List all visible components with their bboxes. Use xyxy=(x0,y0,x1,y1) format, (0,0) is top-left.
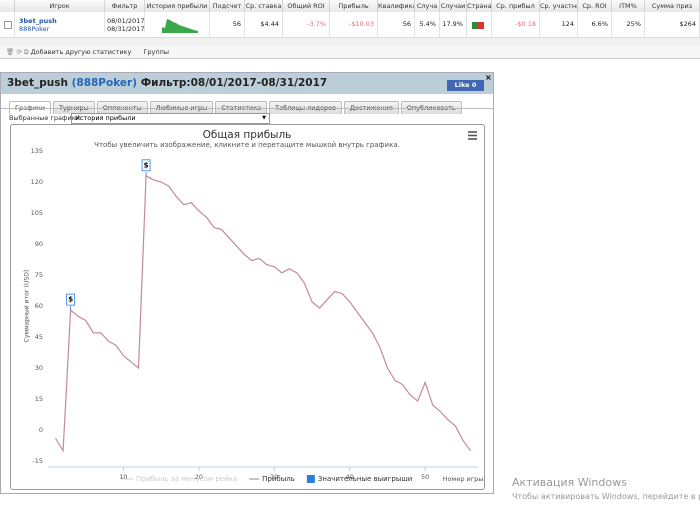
y-tick-label: 60 xyxy=(35,302,43,310)
stat-cell: -$0.18 xyxy=(492,12,540,37)
panel-player: 3bet_push xyxy=(7,77,68,89)
stat-cell: 124 xyxy=(540,12,578,37)
y-tick-label: 120 xyxy=(31,178,43,186)
stats-grid: Игрок Фильтр История прибыли Подсчет Ср. ста… xyxy=(0,0,700,46)
chart-selector-value: История прибыли xyxy=(75,114,136,122)
stat-cell: 6.6% xyxy=(578,12,612,37)
panel-header: 3bet_push (888Poker) Фильтр:08/01/2017-0… xyxy=(1,73,493,94)
y-tick-label: 45 xyxy=(35,333,43,341)
toolbar: 🗑 ⟳ ⧉ Добавить другую статистику Группы xyxy=(0,46,700,59)
watermark-text: Чтобы активировать Windows, перейдите в … xyxy=(512,492,700,501)
stat-cell: $264 xyxy=(645,12,700,37)
y-axis-label: Суммарный итог (USD) xyxy=(24,270,31,342)
legend-item[interactable]: Значительные выигрыши xyxy=(318,475,412,483)
panel-title: 3bet_push (888Poker) Фильтр:08/01/2017-0… xyxy=(7,77,327,89)
y-tick-label: 0 xyxy=(39,426,43,434)
stat-cell: 25% xyxy=(612,12,645,37)
column-header: Общий ROI xyxy=(283,0,330,12)
player-cell: 3bet_push 888Poker xyxy=(15,12,105,32)
panel: 3bet_push (888Poker) Фильтр:08/01/2017-0… xyxy=(0,72,494,494)
column-header: Ср. ставка xyxy=(245,0,283,12)
column-header: Фильтр xyxy=(105,0,145,12)
groups-button[interactable]: Группы xyxy=(143,48,169,56)
stat-cell: $4.44 xyxy=(245,12,283,37)
chart-title: Общая прибыль xyxy=(203,129,292,141)
menu-icon[interactable] xyxy=(468,131,477,140)
tabs: Графики Турниры Оппоненты Любимые игры Стати… xyxy=(9,95,464,114)
column-header: Случаи xyxy=(440,0,467,12)
column-header: История прибыли xyxy=(145,0,210,12)
flag-icon xyxy=(472,22,484,29)
x-tick-label: 50 xyxy=(421,473,429,481)
stat-cell: -3.7% xyxy=(283,12,330,37)
legend-symbol xyxy=(306,475,315,483)
chart-selector[interactable]: История прибыли ▼ xyxy=(71,113,270,124)
watermark-title: Активация Windows xyxy=(512,476,627,489)
panel-filter: Фильтр:08/01/2017-08/31/2017 xyxy=(140,77,328,89)
y-tick-label: 30 xyxy=(35,364,43,372)
country-cell xyxy=(467,12,492,37)
column-header: Подсчет xyxy=(210,0,245,12)
x-tick-label: 30 xyxy=(270,473,278,481)
filter-cell: 08/01/2017 08/31/2017 xyxy=(105,12,145,32)
x-tick-label: 40 xyxy=(346,473,354,481)
column-header: Страна xyxy=(467,0,492,12)
y-tick-label: 15 xyxy=(35,395,43,403)
stat-cell: 56 xyxy=(210,12,245,37)
legend-item[interactable]: Прибыль xyxy=(262,475,295,483)
toolbar-icons[interactable]: 🗑 ⟳ ⧉ xyxy=(6,48,29,56)
player-site: 888Poker xyxy=(19,25,50,32)
y-tick-label: 135 xyxy=(31,147,43,155)
sparkline xyxy=(162,19,198,33)
y-tick-label: 90 xyxy=(35,240,43,248)
x-axis-label: Номер игры xyxy=(443,475,484,483)
panel-site[interactable]: (888Poker) xyxy=(71,77,138,89)
player-name: 3bet_push xyxy=(19,17,57,25)
marker-flag xyxy=(141,159,151,172)
header-checkbox-cell xyxy=(0,0,15,12)
x-tick-label: 20 xyxy=(195,473,203,481)
column-header: ITM% xyxy=(612,0,645,12)
chart-selector-label: Выбранные графики: xyxy=(9,114,83,122)
close-button[interactable]: × xyxy=(485,73,492,82)
stat-cell: -$10.03 xyxy=(330,12,378,37)
y-tick-label: 75 xyxy=(35,271,43,279)
row-checkbox-cell xyxy=(0,12,15,37)
profit-line xyxy=(55,174,471,453)
stat-cell: 17.9% xyxy=(440,12,467,37)
y-tick-label: 105 xyxy=(31,209,43,217)
column-header: Ср. участни xyxy=(540,0,578,12)
column-header: Случа xyxy=(415,0,440,12)
marker-label: $ xyxy=(144,161,149,169)
chart-box: Общая прибыль Чтобы увеличить изображени… xyxy=(10,124,485,490)
column-header: Ср. прибыл xyxy=(492,0,540,12)
stat-cell: 56 xyxy=(378,12,415,37)
add-stat-button[interactable]: Добавить другую статистику xyxy=(30,48,132,56)
date-from: 08/01/2017 xyxy=(107,17,145,25)
marker-label: $ xyxy=(68,296,73,304)
column-header: Прибыль xyxy=(330,0,378,12)
column-header: Ср. ROI xyxy=(578,0,612,12)
stat-cell: 5.4% xyxy=(415,12,440,37)
x-tick-label: 10 xyxy=(119,473,127,481)
legend-item[interactable]: Прибыль за минусом рейка xyxy=(136,475,237,483)
history-cell xyxy=(145,12,210,37)
chart-subtitle: Чтобы увеличить изображение, кликните и … xyxy=(94,141,400,149)
chart: Общая прибыль Чтобы увеличить изображени… xyxy=(24,129,484,483)
y-tick-label: -15 xyxy=(32,457,43,465)
marker-flag xyxy=(66,293,76,306)
column-header: Игрок xyxy=(15,0,105,12)
tab-line xyxy=(1,108,493,109)
like-button[interactable]: Like 0 xyxy=(447,80,484,91)
date-to: 08/31/2017 xyxy=(107,25,145,32)
column-header: Сумма приз xyxy=(645,0,700,12)
column-header: Квалифика xyxy=(378,0,415,12)
checkbox[interactable] xyxy=(4,21,12,29)
scrollbar[interactable] xyxy=(0,37,700,46)
